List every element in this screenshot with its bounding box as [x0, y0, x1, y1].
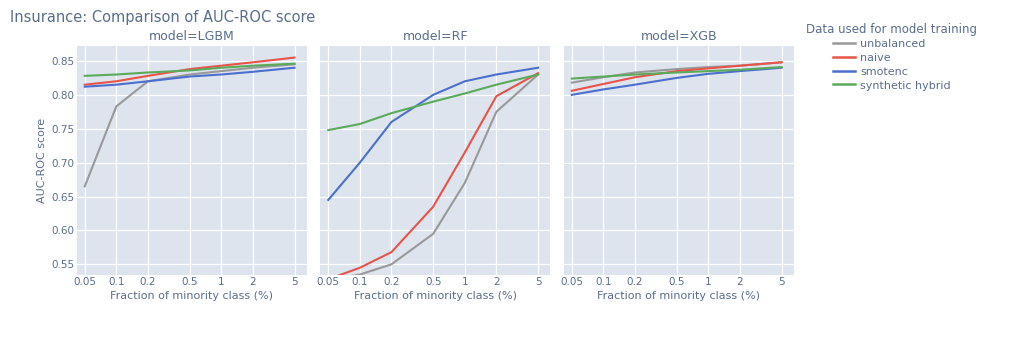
X-axis label: Fraction of minority class (%): Fraction of minority class (%)	[111, 292, 273, 301]
Y-axis label: AUC-ROC score: AUC-ROC score	[37, 118, 47, 203]
X-axis label: Fraction of minority class (%): Fraction of minority class (%)	[597, 292, 760, 301]
X-axis label: Fraction of minority class (%): Fraction of minority class (%)	[353, 292, 517, 301]
Title: model=RF: model=RF	[402, 30, 468, 44]
Title: model=XGB: model=XGB	[640, 30, 717, 44]
Text: Insurance: Comparison of AUC-ROC score: Insurance: Comparison of AUC-ROC score	[10, 10, 315, 25]
Legend: unbalanced, naive, smotenc, synthetic hybrid: unbalanced, naive, smotenc, synthetic hy…	[806, 23, 977, 91]
Title: model=LGBM: model=LGBM	[148, 30, 234, 44]
